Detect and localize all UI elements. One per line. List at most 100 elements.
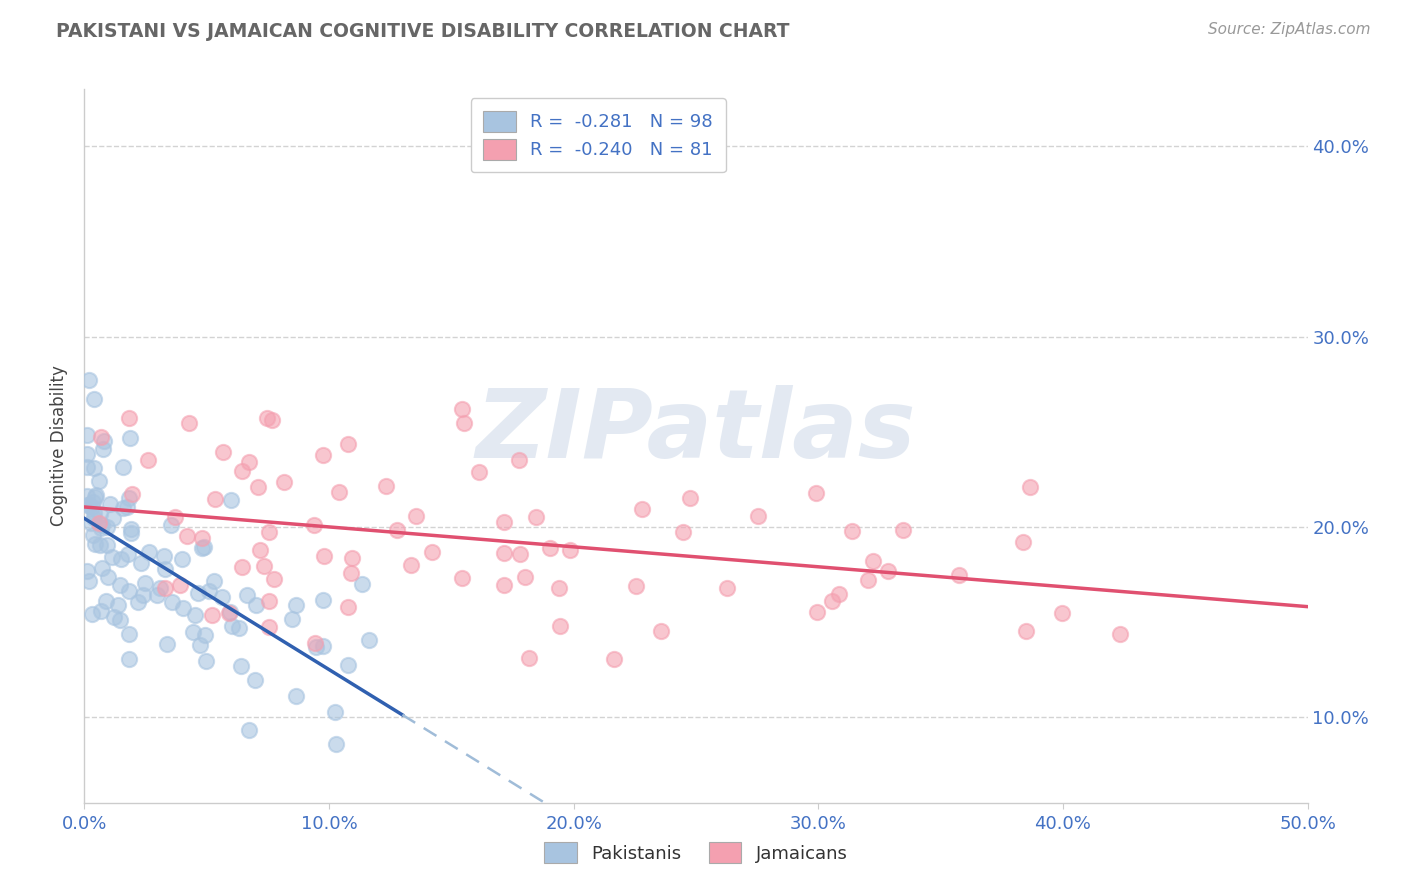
Point <box>1015 624 1038 638</box>
Point <box>121 487 143 501</box>
Text: Source: ZipAtlas.com: Source: ZipAtlas.com <box>1208 22 1371 37</box>
Point <box>129 557 152 571</box>
Point <box>451 571 474 585</box>
Point <box>159 517 181 532</box>
Point <box>399 558 422 572</box>
Point <box>118 491 141 506</box>
Point <box>509 548 531 562</box>
Point <box>76 459 98 474</box>
Point <box>84 537 107 551</box>
Point <box>91 442 114 456</box>
Point <box>120 431 142 445</box>
Point <box>245 673 267 688</box>
Point <box>172 601 194 615</box>
Point <box>84 488 107 502</box>
Point <box>672 525 695 540</box>
Point <box>263 572 285 586</box>
Point <box>821 594 844 608</box>
Point <box>94 594 117 608</box>
Point <box>1011 535 1033 549</box>
Point <box>312 639 335 653</box>
Point <box>77 498 100 512</box>
Point <box>245 599 267 613</box>
Point <box>90 520 112 534</box>
Point <box>89 538 111 552</box>
Point <box>804 486 827 500</box>
Point <box>375 479 398 493</box>
Point <box>89 508 111 522</box>
Point <box>337 657 360 672</box>
Point <box>118 651 141 665</box>
Point <box>229 658 252 673</box>
Point <box>304 518 326 533</box>
Point <box>221 619 243 633</box>
Point <box>340 550 363 565</box>
Point <box>285 598 308 612</box>
Point <box>187 585 209 599</box>
Text: ZIPatlas: ZIPatlas <box>475 385 917 478</box>
Point <box>211 590 233 604</box>
Point <box>110 551 132 566</box>
Point <box>89 516 111 530</box>
Point <box>238 455 260 469</box>
Point <box>323 706 346 720</box>
Point <box>247 480 270 494</box>
Point <box>201 608 224 623</box>
Point <box>492 546 515 560</box>
Point <box>257 525 280 540</box>
Point <box>1108 627 1130 641</box>
Point <box>80 500 103 514</box>
Point <box>385 523 408 537</box>
Point <box>149 581 172 595</box>
Point <box>422 545 444 559</box>
Point <box>84 490 107 504</box>
Point <box>747 509 769 524</box>
Point <box>112 500 135 515</box>
Point <box>405 508 427 523</box>
Point <box>118 584 141 599</box>
Point <box>260 413 283 427</box>
Point <box>218 607 240 621</box>
Point <box>352 576 374 591</box>
Point <box>90 604 112 618</box>
Legend: Pakistanis, Jamaicans: Pakistanis, Jamaicans <box>536 833 856 872</box>
Point <box>305 640 328 655</box>
Point <box>96 538 118 552</box>
Point <box>76 498 98 512</box>
Point <box>76 427 98 442</box>
Point <box>76 489 98 503</box>
Point <box>120 522 142 536</box>
Point <box>169 578 191 592</box>
Point <box>312 592 335 607</box>
Point <box>117 547 139 561</box>
Point <box>508 453 530 467</box>
Point <box>312 448 335 462</box>
Y-axis label: Cognitive Disability: Cognitive Disability <box>51 366 69 526</box>
Point <box>83 461 105 475</box>
Point <box>202 574 225 589</box>
Point <box>118 410 141 425</box>
Point <box>285 689 308 703</box>
Point <box>328 485 350 500</box>
Point <box>827 587 849 601</box>
Point <box>198 584 221 599</box>
Point <box>257 620 280 634</box>
Point <box>134 576 156 591</box>
Point <box>127 595 149 609</box>
Point <box>304 636 326 650</box>
Point <box>76 565 98 579</box>
Point <box>253 559 276 574</box>
Point <box>136 452 159 467</box>
Point <box>132 588 155 602</box>
Point <box>188 638 211 652</box>
Point <box>101 549 124 564</box>
Point <box>83 392 105 406</box>
Point <box>176 528 198 542</box>
Point <box>82 495 104 509</box>
Point <box>336 437 359 451</box>
Point <box>876 564 898 578</box>
Point <box>110 613 132 627</box>
Point <box>160 595 183 609</box>
Point <box>138 545 160 559</box>
Point <box>891 523 914 537</box>
